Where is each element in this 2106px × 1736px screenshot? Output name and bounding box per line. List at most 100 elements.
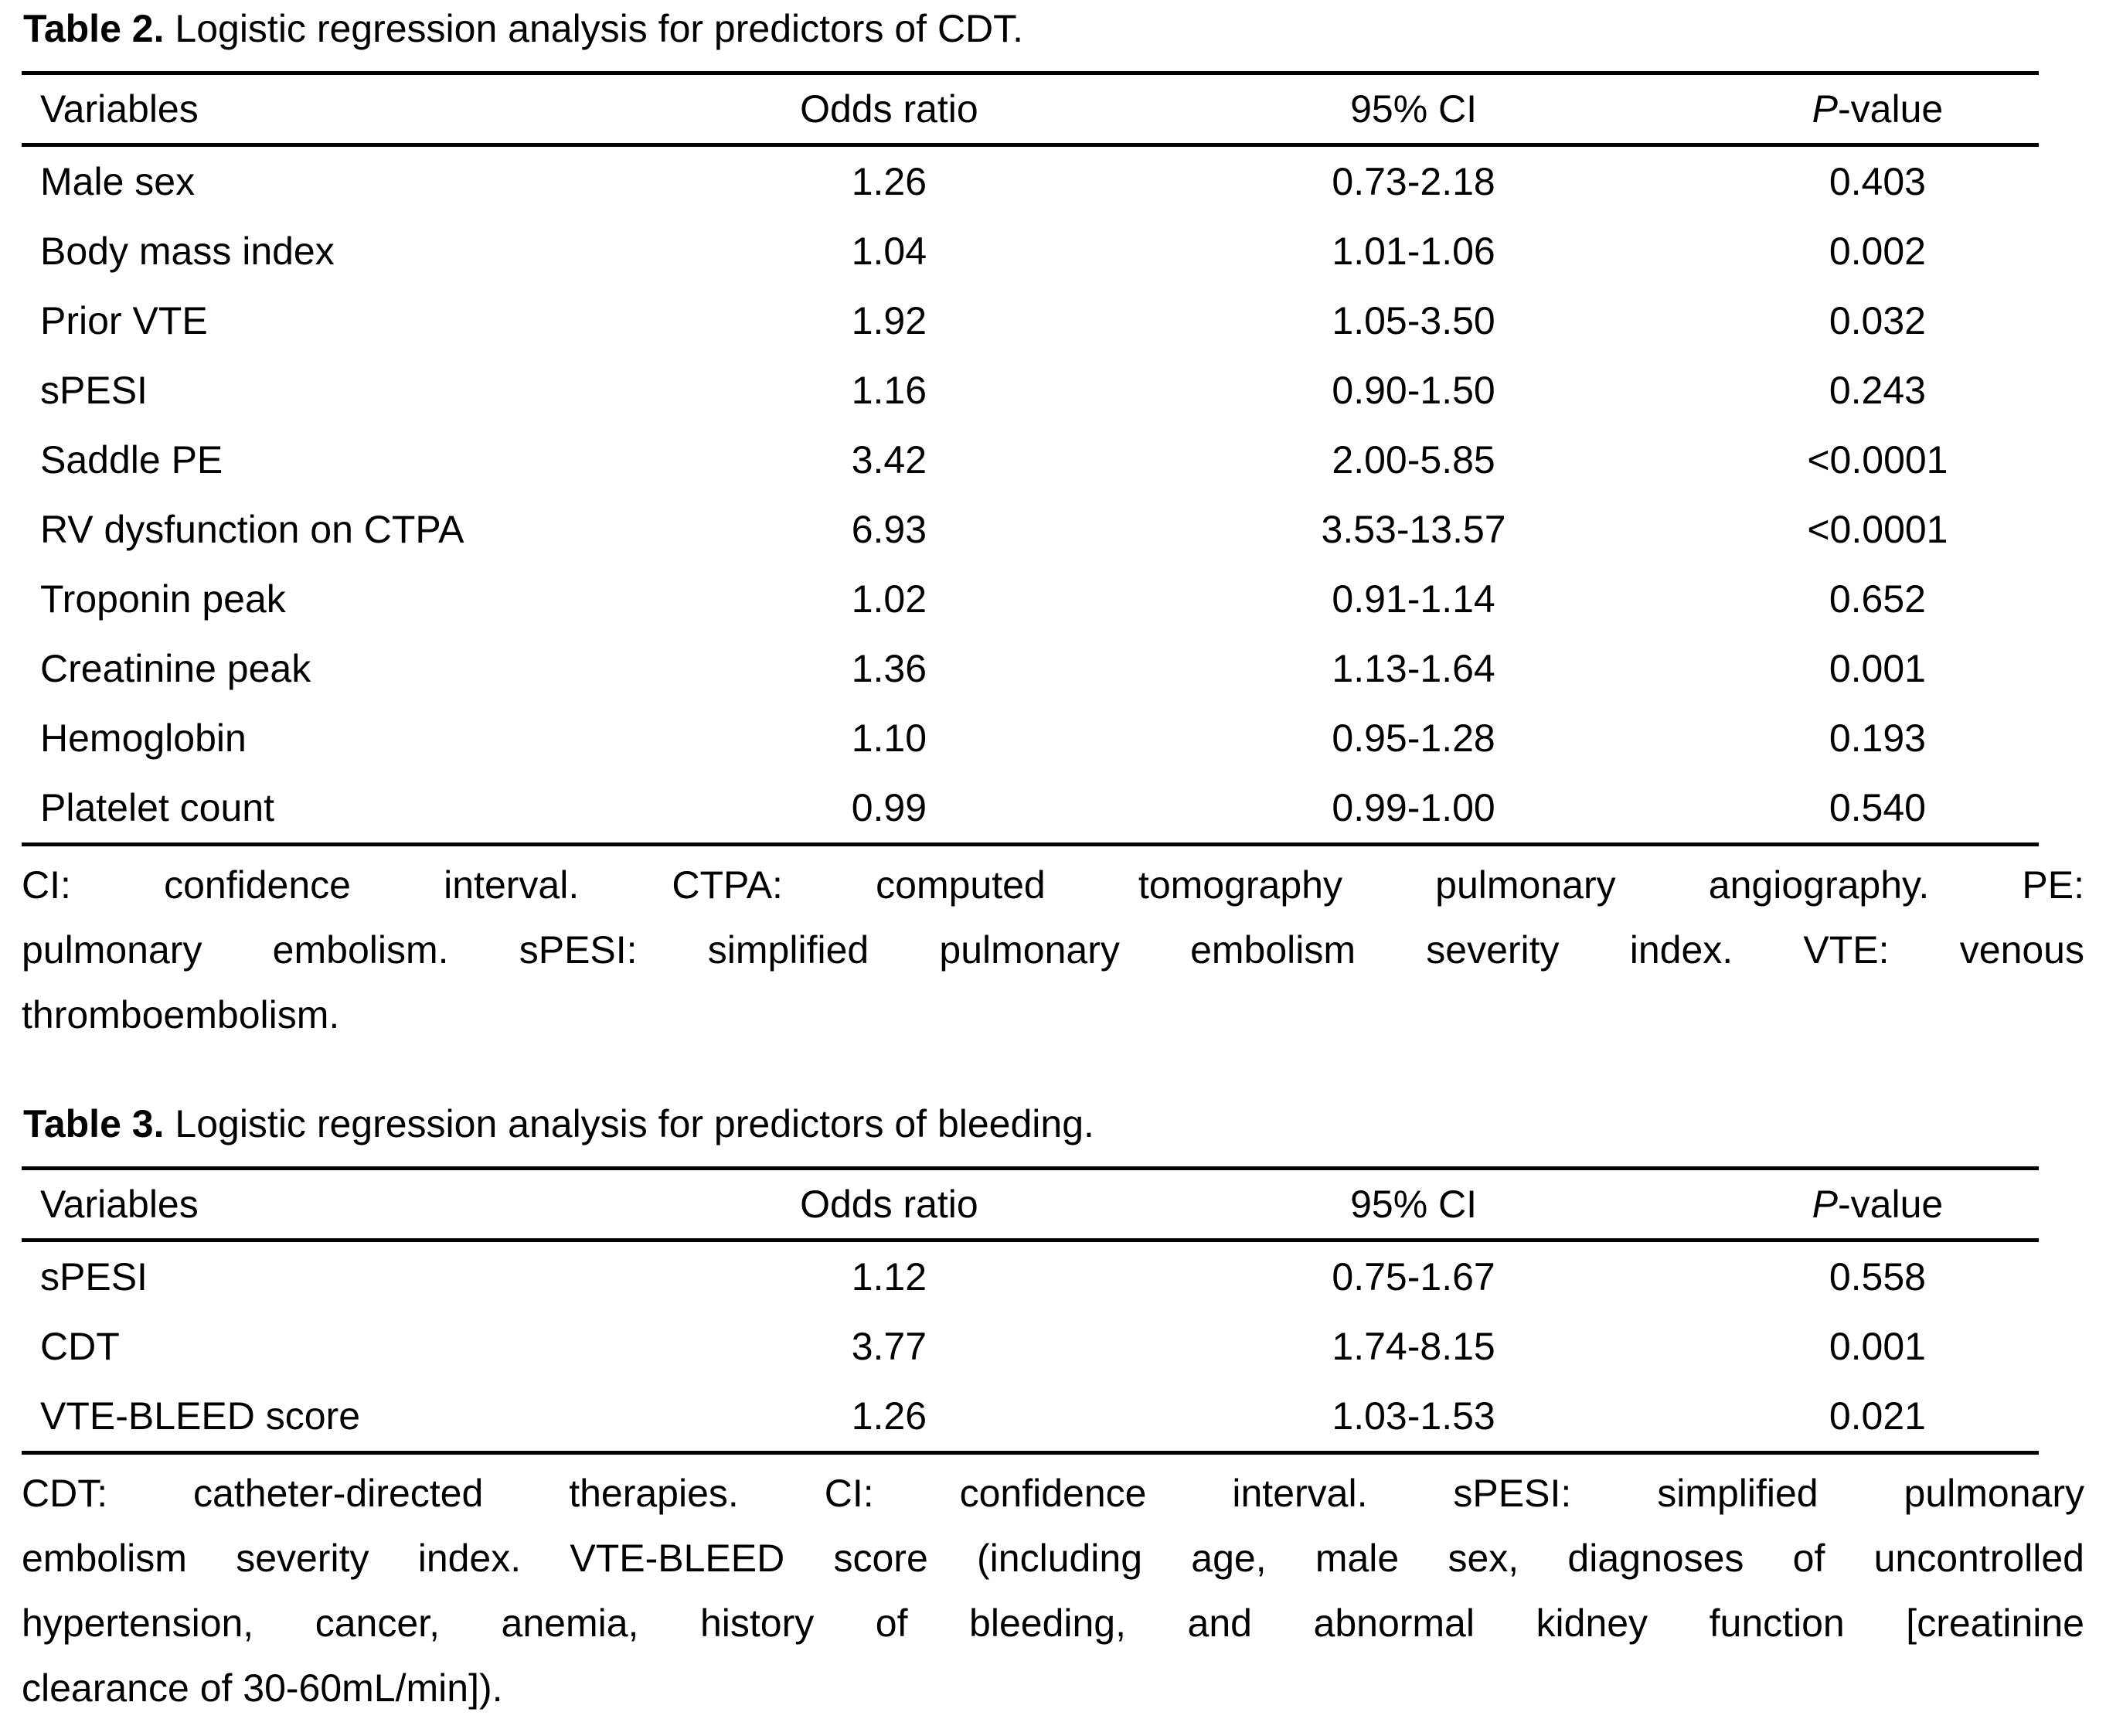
footnote-line: thromboembolism.: [22, 993, 340, 1036]
odds-ratio-cell: 3.42: [851, 438, 927, 482]
table-row: RV dysfunction on CTPA 6.93 3.53-13.57 <…: [22, 495, 2039, 564]
pvalue-cell: <0.0001: [1807, 438, 1948, 482]
odds-ratio-cell: 1.04: [851, 230, 927, 273]
variable-cell: VTE-BLEED score: [40, 1394, 361, 1438]
table3-header-ci: 95% CI: [1350, 1183, 1478, 1226]
ci-cell: 1.01-1.06: [1332, 230, 1495, 273]
pvalue-cell: 0.652: [1829, 577, 1926, 621]
table-row: CDT 3.77 1.74-8.15 0.001: [22, 1312, 2039, 1381]
table-row: VTE-BLEED score 1.26 1.03-1.53 0.021: [22, 1381, 2039, 1451]
footnote-line: embolism severity index. VTE-BLEED score…: [22, 1537, 2084, 1580]
odds-ratio-cell: 1.36: [851, 647, 927, 690]
variable-cell: Male sex: [40, 160, 196, 203]
table3-title: Table 3. Logistic regression analysis fo…: [23, 1101, 2084, 1146]
variable-cell: Hemoglobin: [40, 717, 247, 760]
table2-header-rule: [22, 143, 2040, 147]
pvalue-cell: 0.002: [1829, 230, 1926, 273]
footnote-line: clearance of 30-60mL/min]).: [22, 1666, 503, 1710]
ci-cell: 1.05-3.50: [1332, 299, 1495, 342]
table2-header-pvalue: P-value: [1716, 87, 2040, 131]
odds-ratio-cell: 1.02: [851, 577, 927, 621]
ci-cell: 0.95-1.28: [1332, 717, 1495, 760]
table2: Variables Odds ratio 95% CI P-value Male…: [22, 71, 2040, 846]
footnote-line: CDT: catheter-directed therapies. CI: co…: [22, 1472, 2084, 1515]
table-row: sPESI 1.16 0.90-1.50 0.243: [22, 356, 2039, 425]
table2-header-odds-ratio: Odds ratio: [800, 87, 978, 131]
table2-header-variables: Variables: [40, 87, 199, 131]
table3-title-label: Table 3.: [23, 1102, 165, 1145]
table3: Variables Odds ratio 95% CI P-value sPES…: [22, 1166, 2040, 1455]
ci-cell: 0.99-1.00: [1332, 786, 1495, 829]
table-row: Male sex 1.26 0.73-2.18 0.403: [22, 147, 2039, 216]
pvalue-suffix: -value: [1838, 87, 1944, 131]
ci-cell: 3.53-13.57: [1321, 508, 1506, 551]
pvalue-cell: 0.243: [1829, 369, 1926, 412]
pvalue-cell: 0.001: [1829, 647, 1926, 690]
table-row: Saddle PE 3.42 2.00-5.85 <0.0001: [22, 425, 2039, 495]
pvalue-cell: 0.558: [1829, 1255, 1926, 1299]
variable-cell: Troponin peak: [40, 577, 286, 621]
table3-header-pvalue: P-value: [1716, 1182, 2040, 1227]
pvalue-cell: 0.021: [1829, 1394, 1926, 1438]
variable-cell: Body mass index: [40, 230, 335, 273]
table2-footnote: CI: confidence interval. CTPA: computed …: [22, 853, 2084, 1047]
table-row: Body mass index 1.04 1.01-1.06 0.002: [22, 216, 2039, 286]
pvalue-cell: 0.540: [1829, 786, 1926, 829]
ci-cell: 1.03-1.53: [1332, 1394, 1495, 1438]
odds-ratio-cell: 0.99: [851, 786, 927, 829]
odds-ratio-cell: 1.16: [851, 369, 927, 412]
table-row: Platelet count 0.99 0.99-1.00 0.540: [22, 773, 2039, 842]
table3-top-rule: [22, 1166, 2040, 1170]
footnote-line: pulmonary embolism. sPESI: simplified pu…: [22, 928, 2084, 972]
odds-ratio-cell: 1.26: [851, 160, 927, 203]
pvalue-cell: 0.193: [1829, 717, 1926, 760]
ci-cell: 0.75-1.67: [1332, 1255, 1495, 1299]
variable-cell: Platelet count: [40, 786, 274, 829]
table2-top-rule: [22, 71, 2040, 75]
table2-title-label: Table 2.: [23, 7, 165, 50]
variable-cell: sPESI: [40, 1255, 148, 1299]
pvalue-italic-p: P: [1812, 1183, 1839, 1226]
odds-ratio-cell: 1.10: [851, 717, 927, 760]
variable-cell: Saddle PE: [40, 438, 223, 482]
table-row: Hemoglobin 1.10 0.95-1.28 0.193: [22, 703, 2039, 773]
table3-block: Table 3. Logistic regression analysis fo…: [22, 1101, 2084, 1721]
variable-cell: Prior VTE: [40, 299, 208, 342]
odds-ratio-cell: 6.93: [851, 508, 927, 551]
ci-cell: 0.73-2.18: [1332, 160, 1495, 203]
table2-block: Table 2. Logistic regression analysis fo…: [22, 6, 2084, 1047]
pvalue-cell: 0.032: [1829, 299, 1926, 342]
table-row: Troponin peak 1.02 0.91-1.14 0.652: [22, 564, 2039, 634]
odds-ratio-cell: 1.26: [851, 1394, 927, 1438]
table3-header-variables: Variables: [40, 1183, 199, 1226]
table3-title-text: Logistic regression analysis for predict…: [175, 1102, 1094, 1145]
odds-ratio-cell: 3.77: [851, 1325, 927, 1368]
table3-footnote: CDT: catheter-directed therapies. CI: co…: [22, 1461, 2084, 1721]
table3-header-rule: [22, 1238, 2040, 1242]
variable-cell: Creatinine peak: [40, 647, 311, 690]
pvalue-suffix: -value: [1838, 1183, 1944, 1226]
ci-cell: 1.13-1.64: [1332, 647, 1495, 690]
table-row: sPESI 1.12 0.75-1.67 0.558: [22, 1242, 2039, 1312]
odds-ratio-cell: 1.92: [851, 299, 927, 342]
table3-header-odds-ratio: Odds ratio: [800, 1183, 978, 1226]
variable-cell: sPESI: [40, 369, 148, 412]
pvalue-italic-p: P: [1812, 87, 1839, 131]
table2-title-text: Logistic regression analysis for predict…: [175, 7, 1024, 50]
table2-header-row: Variables Odds ratio 95% CI P-value: [22, 75, 2039, 143]
pvalue-cell: 0.403: [1829, 160, 1926, 203]
footnote-line: CI: confidence interval. CTPA: computed …: [22, 863, 2084, 907]
ci-cell: 0.90-1.50: [1332, 369, 1495, 412]
pvalue-cell: <0.0001: [1807, 508, 1948, 551]
variable-cell: RV dysfunction on CTPA: [40, 508, 464, 551]
odds-ratio-cell: 1.12: [851, 1255, 927, 1299]
footnote-line: hypertension, cancer, anemia, history of…: [22, 1602, 2084, 1645]
table3-bottom-rule: [22, 1451, 2040, 1455]
ci-cell: 1.74-8.15: [1332, 1325, 1495, 1368]
ci-cell: 0.91-1.14: [1332, 577, 1495, 621]
table2-title: Table 2. Logistic regression analysis fo…: [23, 6, 2084, 51]
variable-cell: CDT: [40, 1325, 120, 1368]
table2-header-ci: 95% CI: [1350, 87, 1478, 131]
table-row: Prior VTE 1.92 1.05-3.50 0.032: [22, 286, 2039, 356]
